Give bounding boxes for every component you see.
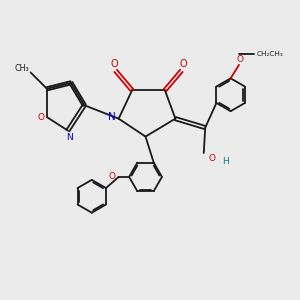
Text: O: O (38, 113, 44, 122)
Text: N: N (66, 133, 73, 142)
Text: O: O (179, 59, 187, 69)
Text: N: N (108, 112, 116, 122)
Text: O: O (236, 55, 243, 64)
Text: CH₃: CH₃ (15, 64, 30, 73)
Text: O: O (109, 172, 116, 181)
Text: O: O (110, 59, 118, 69)
Text: H: H (222, 158, 228, 166)
Text: O: O (208, 154, 215, 163)
Text: CH₂CH₃: CH₂CH₃ (256, 51, 283, 57)
